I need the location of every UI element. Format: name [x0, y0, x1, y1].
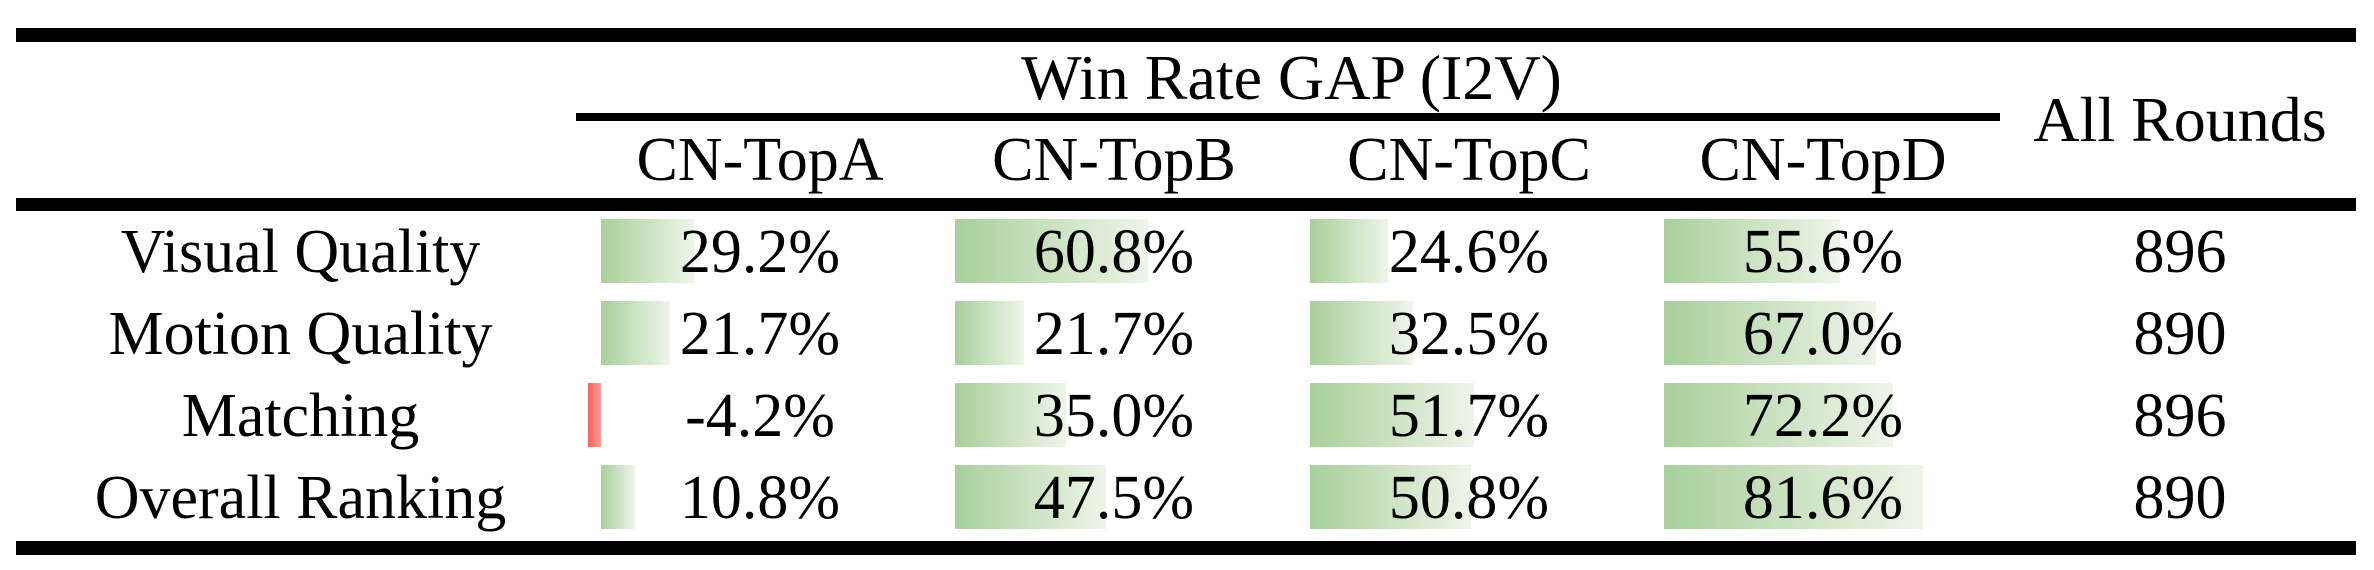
value-cell: 55.6% [1646, 211, 2000, 293]
value-text: 55.6% [1742, 218, 1904, 286]
value-text: 51.7% [1388, 382, 1550, 450]
value-cell: 10.8% [583, 457, 937, 539]
row-label: Matching [181, 382, 420, 450]
value-text: 21.7% [679, 300, 841, 368]
data-bar [601, 465, 636, 529]
data-bar [1664, 383, 1893, 447]
value-cell: 81.6% [1646, 457, 2000, 539]
all-rounds-value: 896 [2133, 218, 2227, 286]
value-text: 21.7% [1033, 300, 1195, 368]
value-cell: 35.0% [937, 375, 1291, 457]
data-bar [1310, 465, 1472, 529]
value-cell: 21.7% [937, 293, 1291, 375]
all-rounds-value: 896 [2133, 382, 2227, 450]
row-label: Overall Ranking [94, 464, 507, 532]
column-header-cn-topd: CN-TopD [1699, 125, 1947, 194]
all-rounds-column-header: All Rounds [2033, 84, 2327, 155]
value-text: 47.5% [1033, 464, 1195, 532]
data-bar [1664, 301, 1877, 365]
value-text: 50.8% [1388, 464, 1550, 532]
row-label: Motion Quality [108, 300, 493, 368]
group-header-underline [576, 113, 2000, 121]
value-text: 10.8% [679, 464, 841, 532]
value-text: 29.2% [679, 218, 841, 286]
value-text: 35.0% [1033, 382, 1195, 450]
data-bar [955, 301, 1024, 365]
all-rounds-value: 890 [2133, 300, 2227, 368]
data-bar [601, 301, 670, 365]
top-rule [16, 28, 2356, 42]
value-text: 67.0% [1742, 300, 1904, 368]
negative-data-bar [587, 383, 601, 447]
value-text: 72.2% [1742, 382, 1904, 450]
value-cell: 47.5% [937, 457, 1291, 539]
group-header-win-rate-gap: Win Rate GAP (I2V) [1021, 42, 1562, 113]
value-cell: 60.8% [937, 211, 1291, 293]
value-text: 24.6% [1388, 218, 1550, 286]
data-bar [955, 383, 1066, 447]
header-body-rule [16, 198, 2356, 211]
data-bar [1664, 465, 1923, 529]
data-bar [1664, 219, 1841, 283]
value-cell: 67.0% [1646, 293, 2000, 375]
value-cell: 32.5% [1292, 293, 1646, 375]
value-cell: 21.7% [583, 293, 937, 375]
data-bar [1310, 301, 1414, 365]
bottom-rule [16, 541, 2356, 555]
all-rounds-value: 890 [2133, 464, 2227, 532]
value-cell: 50.8% [1292, 457, 1646, 539]
column-header-cn-topc: CN-TopC [1347, 125, 1591, 194]
data-bar [1310, 219, 1388, 283]
data-bar [955, 465, 1106, 529]
row-label: Visual Quality [120, 218, 481, 286]
value-text: 81.6% [1742, 464, 1904, 532]
value-cell: 29.2% [583, 211, 937, 293]
data-bar [601, 219, 694, 283]
value-cell: 51.7% [1292, 375, 1646, 457]
value-cell: 72.2% [1646, 375, 2000, 457]
data-bar [955, 219, 1148, 283]
value-cell: 24.6% [1292, 211, 1646, 293]
data-bar [1310, 383, 1474, 447]
value-text: -4.2% [685, 382, 835, 450]
column-header-cn-topa: CN-TopA [636, 125, 884, 194]
value-cell: -4.2% [583, 375, 937, 457]
value-text: 60.8% [1033, 218, 1195, 286]
column-header-cn-topb: CN-TopB [992, 125, 1236, 194]
value-text: 32.5% [1388, 300, 1550, 368]
